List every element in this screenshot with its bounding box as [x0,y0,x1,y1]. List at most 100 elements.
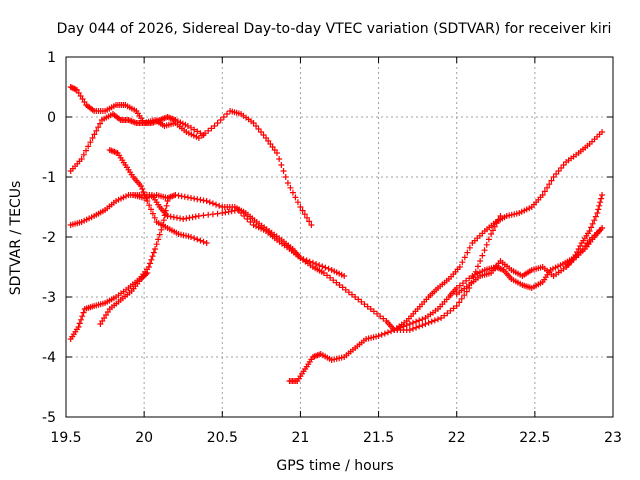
data-point [489,227,496,234]
data-point [345,289,352,296]
data-point [208,125,215,132]
data-point [75,324,82,330]
data-point [438,315,445,321]
data-point [306,218,313,225]
data-point [375,333,382,339]
data-point [191,235,198,242]
data-point [220,114,227,120]
data-point [588,224,595,231]
data-point [406,327,413,333]
data-point [342,286,349,293]
series-track-j [453,225,606,297]
data-point [78,156,85,162]
data-point [381,330,388,337]
y-tick-label: 0 [47,110,56,126]
data-point [425,319,432,326]
data-point [308,222,315,228]
data-point [144,270,151,276]
data-point [148,256,155,263]
series-track-f [67,198,171,342]
data-point [149,253,156,260]
data-point [223,111,230,117]
data-point [80,309,87,316]
data-point [87,139,94,146]
data-point [325,265,332,272]
data-point [474,263,481,270]
data-point [479,252,486,259]
data-point [284,180,291,186]
data-point [200,238,207,245]
data-point [546,181,553,188]
data-point [89,135,96,141]
data-point [447,307,454,314]
data-point [461,292,468,299]
data-point [160,217,167,224]
data-point [384,329,391,336]
data-point [146,202,153,209]
data-point [164,198,171,204]
data-point [413,318,420,325]
data-point [138,183,145,189]
data-point [93,127,100,134]
data-point [461,254,468,261]
data-point [364,303,371,310]
data-point [599,225,606,231]
data-point [299,207,306,214]
data-point [197,130,204,137]
series-track-c [106,147,210,246]
data-point [419,322,426,329]
data-point [163,202,170,209]
data-point [597,199,604,206]
data-point [145,264,152,270]
data-point [301,211,308,218]
data-point [330,277,337,284]
data-point [313,261,320,267]
data-point [294,199,301,206]
data-point [541,188,548,195]
data-point [367,306,374,312]
x-tick-label: 22 [448,430,466,446]
data-point [150,249,157,256]
data-point [592,213,599,220]
data-point [280,168,287,174]
data-point [453,303,460,309]
data-point [416,317,423,324]
data-point [184,123,191,129]
data-point [544,184,551,191]
data-point [327,274,334,281]
x-axis-label: GPS time / hours [276,458,393,474]
x-tick-label: 23 [604,430,622,446]
data-point [203,198,210,204]
x-tick-label: 21.5 [363,430,394,446]
data-point [453,285,460,291]
data-point [352,294,359,300]
grid-lines [66,57,613,417]
data-point [456,282,463,289]
data-point [188,124,195,131]
data-point [361,301,368,308]
data-point [159,222,166,228]
data-point [406,321,413,327]
data-point [162,207,169,214]
series-track-d [67,192,348,279]
data-point [341,273,348,279]
data-point [466,275,473,282]
data-point [282,174,289,180]
data-point [153,241,160,248]
data-point [586,228,593,234]
data-point [303,214,310,221]
data-point [139,186,146,192]
y-tick-label: -4 [42,350,56,366]
data-point [434,316,441,323]
data-point [149,210,156,217]
x-tick-label: 20 [135,430,153,446]
data-point [158,226,165,233]
y-tick-label: -1 [42,170,56,186]
data-point [148,206,155,213]
data-point [591,217,598,224]
y-tick-label: -2 [42,230,56,246]
x-tick-label: 21 [292,430,310,446]
data-point [152,246,159,252]
data-point [297,204,304,210]
data-point [598,195,605,202]
